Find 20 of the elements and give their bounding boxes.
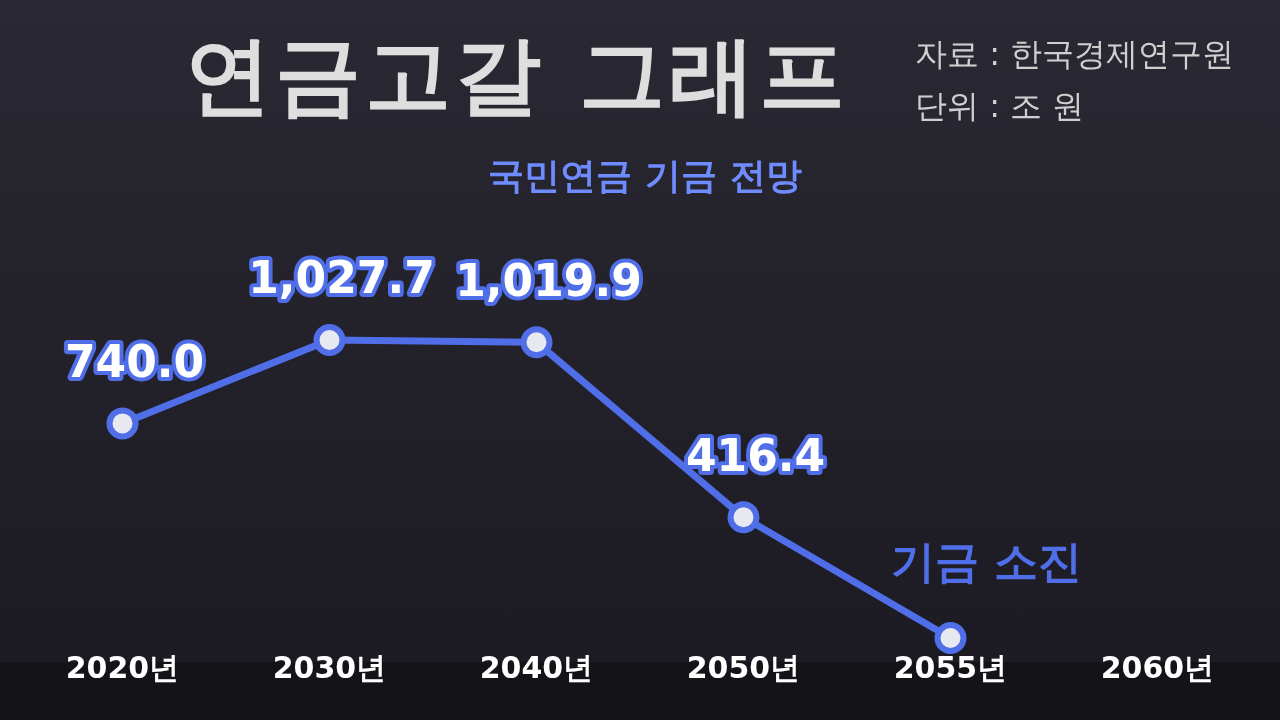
x-tick-label: 2060년 — [1100, 649, 1215, 685]
x-tick-label: 2040년 — [479, 649, 594, 685]
data-label: 416.4 — [685, 429, 826, 481]
point — [727, 501, 760, 534]
annotation: 기금 소진 — [890, 536, 1082, 588]
x-tick-label: 2055년 — [893, 649, 1008, 685]
data-label: 1,027.7 — [248, 252, 435, 304]
chart-subtitle: 국민연금 기금 전망 — [487, 154, 803, 198]
point — [106, 407, 139, 440]
chart-title: 연금고갈 그래프 — [185, 24, 849, 127]
x-tick-label: 2030년 — [272, 649, 387, 685]
data-label: 740.0 — [64, 335, 205, 387]
text: 자료 : 한국경제연구원 — [915, 34, 1235, 75]
text: 단위 : 조 원 — [915, 86, 1086, 127]
point — [313, 323, 346, 356]
point — [934, 622, 967, 654]
x-tick-label: 2020년 — [65, 649, 180, 685]
point — [520, 326, 553, 359]
x-tick-label: 2050년 — [686, 649, 801, 685]
data-label: 1,019.9 — [455, 254, 642, 306]
